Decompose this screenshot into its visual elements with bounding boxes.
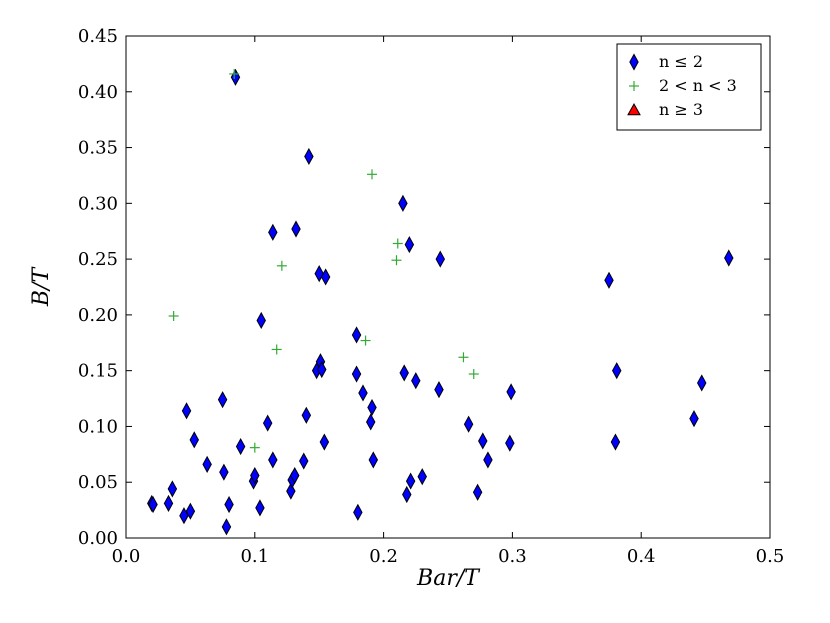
data-point-diamond xyxy=(689,410,699,428)
x-tick-label: 0.2 xyxy=(369,546,398,567)
data-point-diamond xyxy=(219,463,229,481)
legend-label: n ≥ 3 xyxy=(659,100,703,119)
y-tick-label: 0.25 xyxy=(78,249,118,270)
data-point-diamond xyxy=(262,414,273,432)
data-point-diamond xyxy=(189,431,199,449)
y-tick-label: 0.15 xyxy=(78,361,118,382)
data-point-diamond xyxy=(435,250,446,268)
data-point-diamond xyxy=(317,360,327,379)
data-point-diamond xyxy=(224,495,234,514)
data-point-diamond xyxy=(402,485,412,504)
data-point-diamond xyxy=(404,236,415,254)
data-point-diamond xyxy=(417,468,427,486)
y-tick-label: 0.05 xyxy=(78,472,118,493)
data-point-diamond xyxy=(604,271,614,289)
data-point-diamond xyxy=(230,68,241,86)
legend-marker-plus xyxy=(629,81,639,91)
data-point-diamond xyxy=(472,483,483,501)
data-point-plus xyxy=(392,238,403,249)
data-point-plus xyxy=(271,344,282,355)
data-point-diamond xyxy=(505,434,515,452)
data-point-diamond xyxy=(221,518,232,536)
data-point-diamond xyxy=(411,372,421,390)
data-point-plus xyxy=(229,68,240,79)
legend-label: 2 < n < 3 xyxy=(659,76,737,95)
plot-frame xyxy=(125,35,771,539)
data-point-diamond xyxy=(351,326,362,344)
data-point-diamond xyxy=(611,362,622,380)
data-point-diamond xyxy=(358,384,368,402)
data-point-diamond xyxy=(299,452,309,470)
data-point-plus xyxy=(276,260,287,271)
data-point-plus xyxy=(468,369,479,380)
x-tick-label: 0.4 xyxy=(627,546,656,567)
x-axis-title: Bar/T xyxy=(416,566,481,591)
data-point-plus xyxy=(458,352,469,363)
y-tick-label: 0.35 xyxy=(78,138,118,159)
y-tick-label: 0.20 xyxy=(78,305,118,326)
data-point-diamond xyxy=(351,365,362,383)
data-point-diamond xyxy=(185,502,196,520)
x-tick-label: 0.5 xyxy=(756,546,785,567)
x-tick-label: 0.1 xyxy=(240,546,269,567)
data-point-diamond xyxy=(167,480,178,498)
x-tick-label: 0.3 xyxy=(498,546,527,567)
data-point-diamond xyxy=(478,432,488,450)
y-tick-label: 0.00 xyxy=(78,528,118,549)
data-point-diamond xyxy=(181,402,192,420)
legend-marker-diamond xyxy=(629,53,639,71)
legend-box xyxy=(616,43,762,131)
data-point-diamond xyxy=(610,433,621,451)
data-point-diamond xyxy=(506,383,516,401)
data-point-diamond xyxy=(163,494,174,512)
y-axis-title: B/T xyxy=(29,266,54,308)
y-tick-label: 0.10 xyxy=(78,416,118,437)
data-point-plus xyxy=(168,311,179,322)
data-point-diamond xyxy=(319,433,330,451)
data-point-diamond xyxy=(399,364,409,382)
data-point-diamond xyxy=(353,503,363,521)
data-point-diamond xyxy=(398,194,408,212)
data-point-diamond xyxy=(724,249,734,267)
data-point-plus xyxy=(367,169,378,180)
data-point-diamond xyxy=(268,451,278,469)
data-point-plus xyxy=(360,335,371,346)
data-point-plus xyxy=(391,255,402,266)
y-tick-label: 0.40 xyxy=(78,82,118,103)
data-point-diamond xyxy=(368,451,379,469)
data-point-plus xyxy=(249,442,260,453)
y-tick-label: 0.45 xyxy=(78,26,118,47)
data-point-diamond xyxy=(301,406,312,424)
data-point-diamond xyxy=(291,220,301,238)
data-point-diamond xyxy=(250,466,260,485)
data-point-diamond xyxy=(148,495,158,514)
data-point-diamond xyxy=(202,455,212,473)
data-point-diamond xyxy=(365,413,376,431)
tick-layer: 0.0 0.1 0.2 0.3 0.4 0.5 0.00 0.05 0.10 0.15 0.20 0.… xyxy=(78,26,784,567)
legend: n ≤ 2 2 < n < 3 n ≥ 3 xyxy=(616,43,762,131)
y-tick-label: 0.30 xyxy=(78,193,118,214)
data-point-diamond xyxy=(405,472,416,490)
legend-marker-triangle xyxy=(627,102,641,116)
data-point-diamond xyxy=(255,499,265,517)
data-point-diamond xyxy=(367,398,377,417)
data-point-diamond xyxy=(235,437,246,456)
data-point-diamond xyxy=(286,482,296,500)
data-point-diamond xyxy=(179,507,189,525)
data-point-diamond xyxy=(434,381,444,399)
data-point-diamond xyxy=(304,147,314,166)
plot-layer xyxy=(147,68,734,536)
legend-label: n ≤ 2 xyxy=(659,52,703,71)
data-point-diamond xyxy=(483,451,493,469)
data-point-diamond xyxy=(289,466,300,485)
data-point-diamond xyxy=(697,374,707,392)
x-tick-label: 0.0 xyxy=(112,546,141,567)
data-point-diamond xyxy=(217,391,228,409)
data-point-diamond xyxy=(256,311,266,330)
data-point-diamond xyxy=(320,268,331,286)
data-point-diamond xyxy=(268,223,278,241)
data-point-diamond xyxy=(463,415,474,433)
